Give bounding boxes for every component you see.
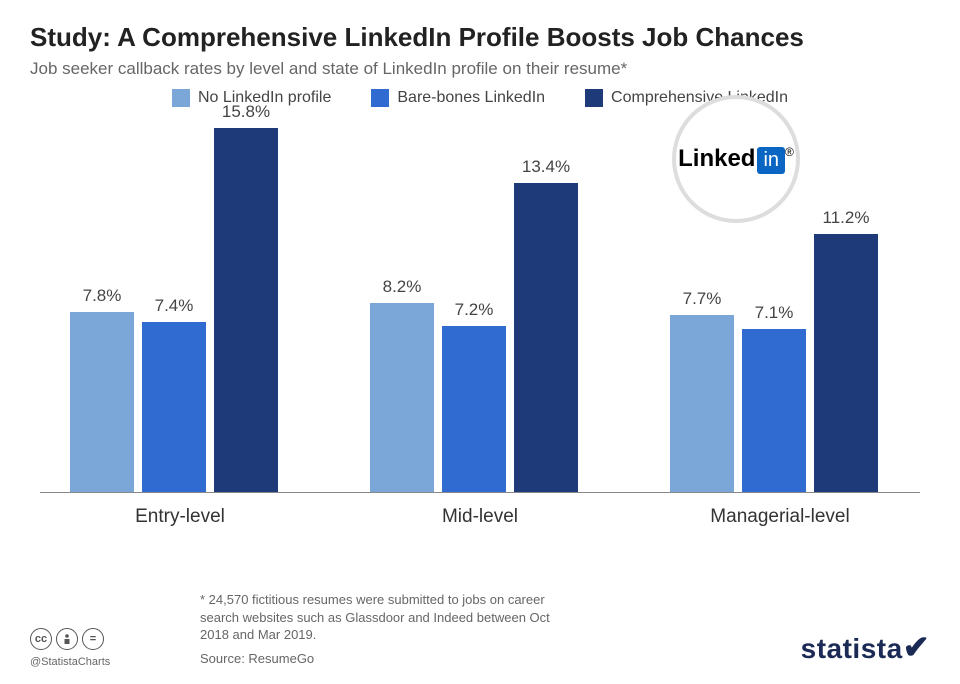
bar-value-label: 11.2% xyxy=(814,208,878,228)
cc-by-icon xyxy=(56,628,78,650)
legend: No LinkedIn profile Bare-bones LinkedIn … xyxy=(30,89,930,107)
bar-value-label: 7.4% xyxy=(142,296,206,316)
linkedin-logo: Linkedin® xyxy=(672,95,800,223)
legend-swatch xyxy=(172,89,190,107)
bar-value-label: 7.2% xyxy=(442,300,506,320)
bar: 13.4% xyxy=(514,183,578,492)
cc-icon: cc xyxy=(30,628,52,650)
cc-license: cc = xyxy=(30,628,104,650)
source: Source: ResumeGo xyxy=(200,651,314,666)
cc-nd-icon: = xyxy=(82,628,104,650)
statista-logo: statista✔ xyxy=(801,628,930,666)
twitter-handle: @StatistaCharts xyxy=(30,656,110,668)
legend-item: Bare-bones LinkedIn xyxy=(371,89,545,107)
registered-mark: ® xyxy=(785,145,794,159)
bar-value-label: 7.7% xyxy=(670,289,734,309)
category-label: Mid-level xyxy=(350,506,610,528)
bar: 7.7% xyxy=(670,315,734,492)
legend-label: Bare-bones LinkedIn xyxy=(397,89,545,107)
linkedin-text: Linked xyxy=(678,145,755,172)
bar-value-label: 8.2% xyxy=(370,277,434,297)
linkedin-in-icon: in xyxy=(757,147,785,174)
bar-value-label: 7.1% xyxy=(742,303,806,323)
bar-value-label: 15.8% xyxy=(214,102,278,122)
bar: 7.1% xyxy=(742,329,806,493)
bar-value-label: 13.4% xyxy=(514,157,578,177)
legend-swatch xyxy=(585,89,603,107)
legend-swatch xyxy=(371,89,389,107)
footnote: * 24,570 fictitious resumes were submitt… xyxy=(200,591,580,644)
bar: 11.2% xyxy=(814,234,878,492)
bar-value-label: 7.8% xyxy=(70,286,134,306)
bar: 15.8% xyxy=(214,128,278,492)
bar: 8.2% xyxy=(370,303,434,492)
chart-subtitle: Job seeker callback rates by level and s… xyxy=(30,59,930,79)
bar: 7.4% xyxy=(142,322,206,492)
category-label: Managerial-level xyxy=(650,506,910,528)
chart-title: Study: A Comprehensive LinkedIn Profile … xyxy=(30,22,930,53)
chart-area: 7.8%7.4%15.8%Entry-level8.2%7.2%13.4%Mid… xyxy=(40,113,920,533)
category-label: Entry-level xyxy=(50,506,310,528)
bar: 7.2% xyxy=(442,326,506,492)
bar: 7.8% xyxy=(70,312,134,492)
